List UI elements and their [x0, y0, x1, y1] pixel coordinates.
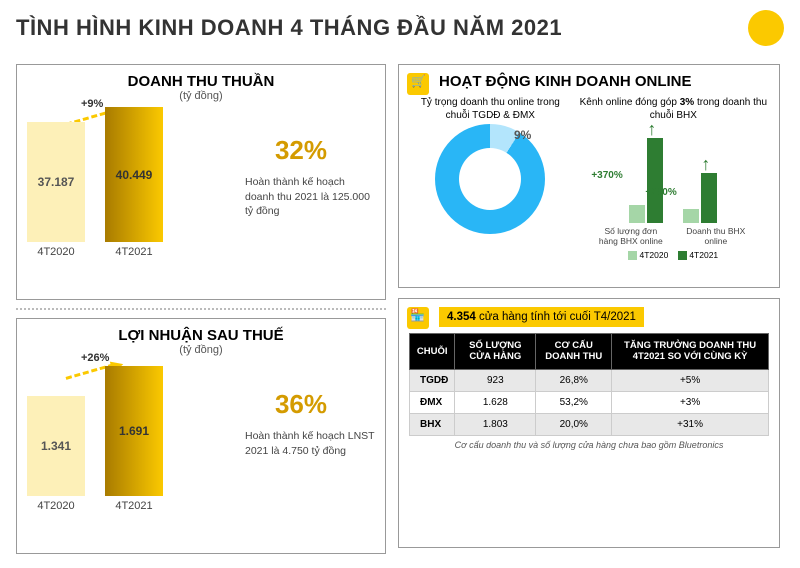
legend-item: 4T2021: [678, 250, 718, 260]
small-bar-chart: +370%↑+260%↑: [578, 128, 769, 223]
table-row: BHX1.80320,0%+31%: [410, 413, 769, 435]
online-panel: HOẠT ĐỘNG KINH DOANH ONLINE Tỷ trọng doa…: [398, 64, 780, 288]
profit-desc: Hoàn thành kế hoạch LNST 2021 là 4.750 t…: [245, 429, 375, 458]
divider: [16, 308, 386, 310]
revenue-desc: Hoàn thành kế hoạch doanh thu 2021 là 12…: [245, 175, 375, 219]
bar: 37.187: [27, 122, 85, 242]
online-title: HOẠT ĐỘNG KINH DOANH ONLINE: [439, 73, 769, 90]
small-bars-desc: Kênh online đóng góp 3% trong doanh thu …: [578, 96, 769, 122]
profit-pct: 36%: [275, 389, 327, 420]
bar: 40.449: [105, 107, 163, 242]
profit-subtitle: (tỷ đồng): [27, 344, 375, 356]
bar-label: 4T2020: [37, 500, 74, 512]
store-icon: [407, 307, 429, 329]
stores-count: 4.354: [447, 311, 476, 323]
profit-bar-chart: 1.341 4T2020 1.691 4T2021: [27, 362, 227, 512]
up-arrow-icon: ↑: [701, 154, 710, 175]
small-bar-label: Doanh thu BHX online: [681, 226, 751, 246]
legend-item: 4T2020: [628, 250, 668, 260]
stores-panel: 4.354 cửa hàng tính tới cuối T4/2021 CHU…: [398, 298, 780, 548]
revenue-title: DOANH THU THUẦN: [27, 73, 375, 90]
logo-icon: [748, 10, 784, 46]
bar-label: 4T2021: [115, 246, 152, 258]
table-row: TGDĐ92326,8%+5%: [410, 369, 769, 391]
revenue-bar-chart: 37.187 4T2020 40.449 4T2021: [27, 108, 227, 258]
stores-header: 4.354 cửa hàng tính tới cuối T4/2021: [439, 307, 644, 327]
main-content: DOANH THU THUẦN (tỷ đồng) +9% ▶ 37.1874T…: [0, 56, 800, 562]
bar-label: 4T2020: [37, 246, 74, 258]
cart-icon: [407, 73, 429, 95]
donut-desc: Tỷ trọng doanh thu online trong chuỗi TG…: [409, 96, 572, 122]
donut-chart: 9%: [435, 124, 545, 234]
up-arrow-icon: ↑: [647, 119, 656, 140]
table-note: Cơ cấu doanh thu và số lượng cửa hàng ch…: [409, 440, 769, 450]
profit-title: LỢI NHUẬN SAU THUẾ: [27, 327, 375, 344]
growth-pct: +260%: [645, 187, 676, 198]
header: TÌNH HÌNH KINH DOANH 4 THÁNG ĐẦU NĂM 202…: [0, 0, 800, 56]
table-header: TĂNG TRƯỞNG DOANH THU 4T2021 SO VỚI CÙNG…: [612, 334, 769, 370]
bar: 1.691: [105, 366, 163, 496]
profit-panel: LỢI NHUẬN SAU THUẾ (tỷ đồng) +26% ▶ 1.34…: [16, 318, 386, 554]
bar-label: 4T2021: [115, 500, 152, 512]
donut-value: 9%: [514, 128, 531, 142]
table-row: ĐMX1.62853,2%+3%: [410, 391, 769, 413]
stores-header-text: cửa hàng tính tới cuối T4/2021: [476, 311, 636, 323]
revenue-panel: DOANH THU THUẦN (tỷ đồng) +9% ▶ 37.1874T…: [16, 64, 386, 300]
table-header: CHUỖI: [410, 334, 455, 370]
revenue-subtitle: (tỷ đồng): [27, 90, 375, 102]
growth-pct: +370%: [591, 170, 622, 181]
small-bar-label: Số lượng đơn hàng BHX online: [596, 226, 666, 246]
legend: 4T2020 4T2021: [578, 250, 769, 260]
page-title: TÌNH HÌNH KINH DOANH 4 THÁNG ĐẦU NĂM 202…: [16, 15, 562, 41]
revenue-pct: 32%: [275, 135, 327, 166]
bar: 1.341: [27, 396, 85, 496]
stores-table: CHUỖISỐ LƯỢNG CỬA HÀNGCƠ CẤU DOANH THUTĂ…: [409, 333, 769, 436]
table-header: SỐ LƯỢNG CỬA HÀNG: [455, 334, 536, 370]
table-header: CƠ CẤU DOANH THU: [536, 334, 612, 370]
